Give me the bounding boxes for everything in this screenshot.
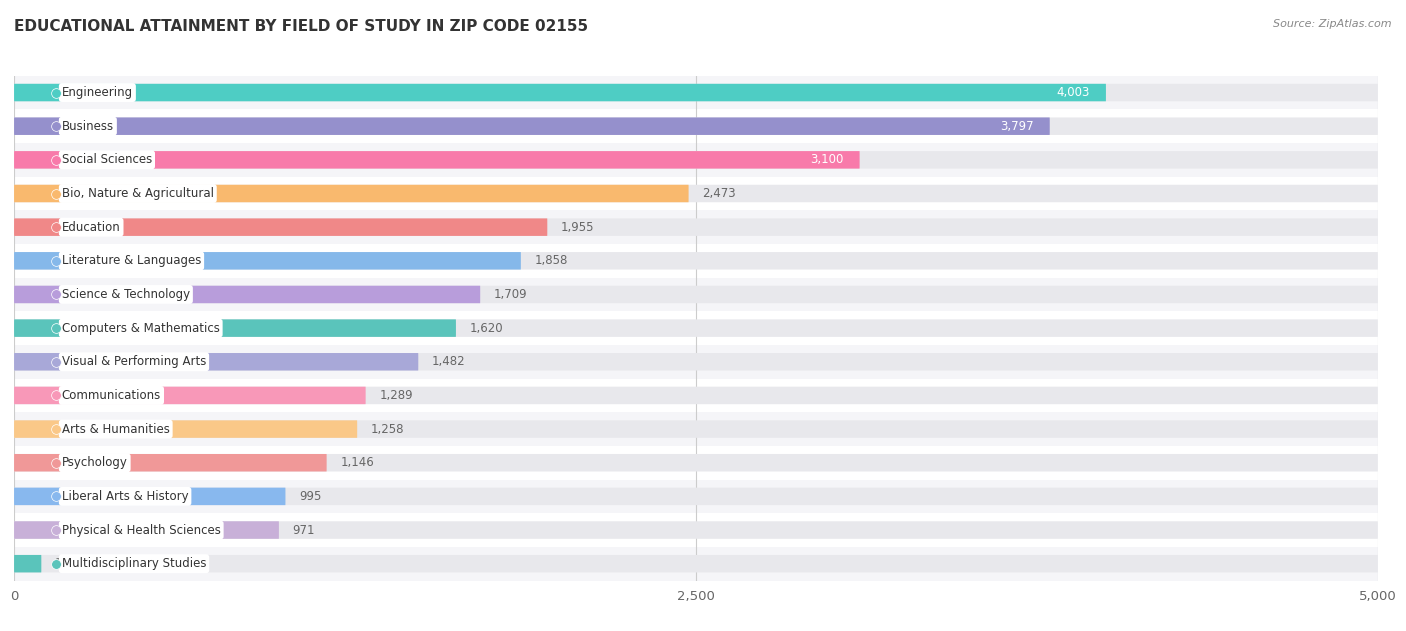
FancyBboxPatch shape	[14, 521, 278, 539]
FancyBboxPatch shape	[14, 555, 41, 572]
FancyBboxPatch shape	[14, 420, 1378, 438]
FancyBboxPatch shape	[14, 252, 520, 269]
FancyBboxPatch shape	[14, 117, 1378, 135]
FancyBboxPatch shape	[14, 412, 1378, 446]
Text: Engineering: Engineering	[62, 86, 134, 99]
Text: Computers & Mathematics: Computers & Mathematics	[62, 322, 219, 334]
Text: Physical & Health Sciences: Physical & Health Sciences	[62, 524, 221, 536]
FancyBboxPatch shape	[14, 319, 456, 337]
FancyBboxPatch shape	[14, 177, 1378, 210]
Text: Multidisciplinary Studies: Multidisciplinary Studies	[62, 557, 207, 570]
Text: 1,858: 1,858	[534, 254, 568, 268]
Text: Literature & Languages: Literature & Languages	[62, 254, 201, 268]
FancyBboxPatch shape	[14, 252, 1378, 269]
Text: 1,709: 1,709	[494, 288, 527, 301]
FancyBboxPatch shape	[14, 311, 1378, 345]
Text: 4,003: 4,003	[1056, 86, 1090, 99]
Text: 100: 100	[55, 557, 77, 570]
Text: Visual & Performing Arts: Visual & Performing Arts	[62, 355, 207, 369]
FancyBboxPatch shape	[14, 286, 1378, 304]
Text: 1,289: 1,289	[380, 389, 413, 402]
Text: 1,955: 1,955	[561, 221, 595, 233]
FancyBboxPatch shape	[14, 278, 1378, 311]
Text: EDUCATIONAL ATTAINMENT BY FIELD OF STUDY IN ZIP CODE 02155: EDUCATIONAL ATTAINMENT BY FIELD OF STUDY…	[14, 19, 588, 34]
FancyBboxPatch shape	[14, 218, 1378, 236]
FancyBboxPatch shape	[14, 454, 326, 471]
FancyBboxPatch shape	[14, 286, 481, 304]
FancyBboxPatch shape	[14, 319, 1378, 337]
FancyBboxPatch shape	[14, 547, 1378, 581]
FancyBboxPatch shape	[14, 488, 285, 505]
FancyBboxPatch shape	[14, 353, 419, 370]
FancyBboxPatch shape	[14, 109, 1378, 143]
Text: Communications: Communications	[62, 389, 162, 402]
Text: Education: Education	[62, 221, 121, 233]
FancyBboxPatch shape	[14, 84, 1378, 102]
Text: 1,482: 1,482	[432, 355, 465, 369]
FancyBboxPatch shape	[14, 521, 1378, 539]
Text: Psychology: Psychology	[62, 456, 128, 469]
FancyBboxPatch shape	[14, 210, 1378, 244]
Text: 1,146: 1,146	[340, 456, 374, 469]
Text: 971: 971	[292, 524, 315, 536]
FancyBboxPatch shape	[14, 151, 859, 168]
Text: Bio, Nature & Agricultural: Bio, Nature & Agricultural	[62, 187, 214, 200]
FancyBboxPatch shape	[14, 387, 1378, 404]
FancyBboxPatch shape	[14, 185, 1378, 203]
FancyBboxPatch shape	[14, 353, 1378, 370]
FancyBboxPatch shape	[14, 84, 1107, 102]
Text: 995: 995	[299, 490, 322, 503]
FancyBboxPatch shape	[14, 76, 1378, 109]
Text: 3,100: 3,100	[810, 153, 844, 167]
FancyBboxPatch shape	[14, 454, 1378, 471]
FancyBboxPatch shape	[14, 420, 357, 438]
FancyBboxPatch shape	[14, 117, 1050, 135]
Text: 1,620: 1,620	[470, 322, 503, 334]
FancyBboxPatch shape	[14, 488, 1378, 505]
FancyBboxPatch shape	[14, 218, 547, 236]
FancyBboxPatch shape	[14, 379, 1378, 412]
Text: 3,797: 3,797	[1000, 120, 1033, 133]
FancyBboxPatch shape	[14, 513, 1378, 547]
FancyBboxPatch shape	[14, 555, 1378, 572]
FancyBboxPatch shape	[14, 185, 689, 203]
Text: Arts & Humanities: Arts & Humanities	[62, 423, 170, 435]
Text: 1,258: 1,258	[371, 423, 405, 435]
FancyBboxPatch shape	[14, 387, 366, 404]
FancyBboxPatch shape	[14, 480, 1378, 513]
Text: 2,473: 2,473	[702, 187, 735, 200]
Text: Social Sciences: Social Sciences	[62, 153, 152, 167]
FancyBboxPatch shape	[14, 143, 1378, 177]
FancyBboxPatch shape	[14, 151, 1378, 168]
Text: Science & Technology: Science & Technology	[62, 288, 190, 301]
FancyBboxPatch shape	[14, 446, 1378, 480]
FancyBboxPatch shape	[14, 244, 1378, 278]
Text: Business: Business	[62, 120, 114, 133]
Text: Liberal Arts & History: Liberal Arts & History	[62, 490, 188, 503]
Text: Source: ZipAtlas.com: Source: ZipAtlas.com	[1274, 19, 1392, 29]
FancyBboxPatch shape	[14, 345, 1378, 379]
